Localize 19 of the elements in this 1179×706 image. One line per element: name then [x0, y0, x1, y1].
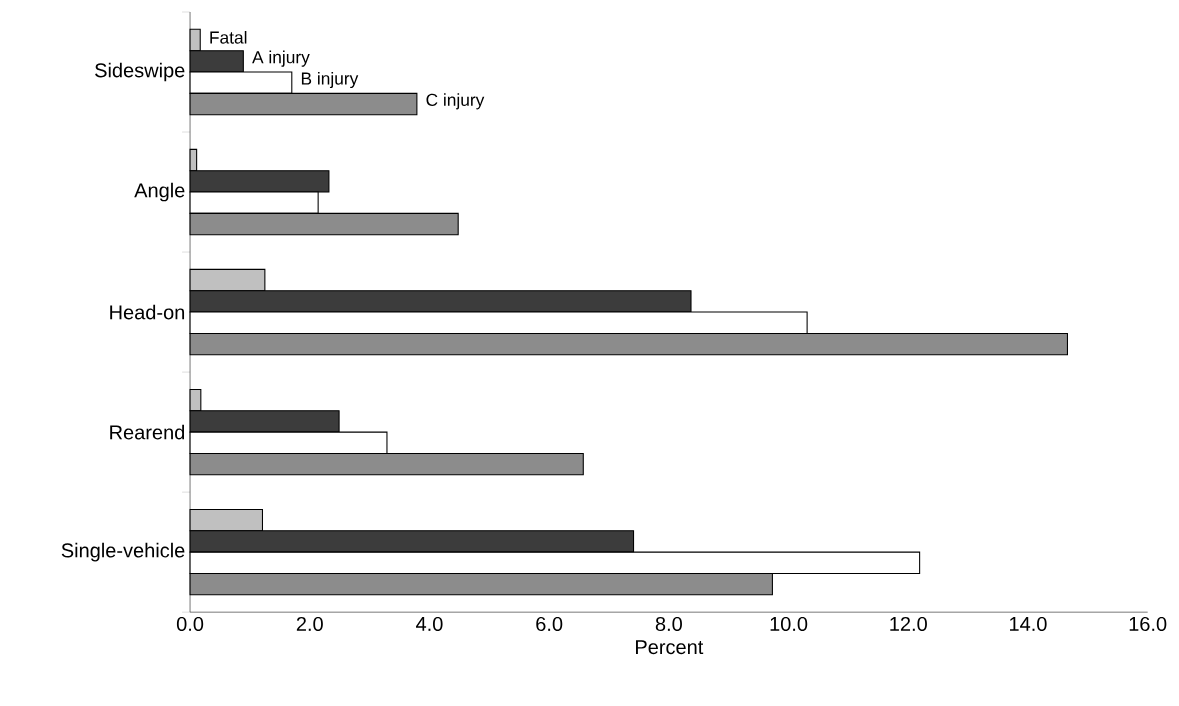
series-label: A injury: [252, 50, 310, 67]
series-label: Fatal: [210, 30, 247, 44]
x-tick-label: 6.0: [536, 616, 563, 631]
x-tick-label: 14.0: [1010, 616, 1047, 631]
series-label: B injury: [301, 71, 359, 89]
x-tick-label: 16.0: [1129, 616, 1167, 631]
y-tick-label: Head-on: [110, 304, 185, 320]
x-tick-label: 12.0: [890, 616, 927, 631]
y-tick-label: Angle: [134, 182, 185, 202]
y-tick-label: Rearend: [110, 424, 185, 440]
x-tick-label: 8.0: [655, 616, 682, 631]
x-tick-label: 4.0: [416, 616, 443, 631]
x-tick-label: 2.0: [296, 616, 323, 631]
series-label: C injury: [426, 93, 485, 110]
x-tick-label: 0.0: [176, 616, 204, 631]
y-tick-label: Single-vehicle: [61, 542, 185, 562]
x-tick-label: 10.0: [770, 616, 808, 631]
x-axis-title: Percent: [636, 640, 704, 655]
y-tick-label: Sideswipe: [95, 62, 185, 82]
